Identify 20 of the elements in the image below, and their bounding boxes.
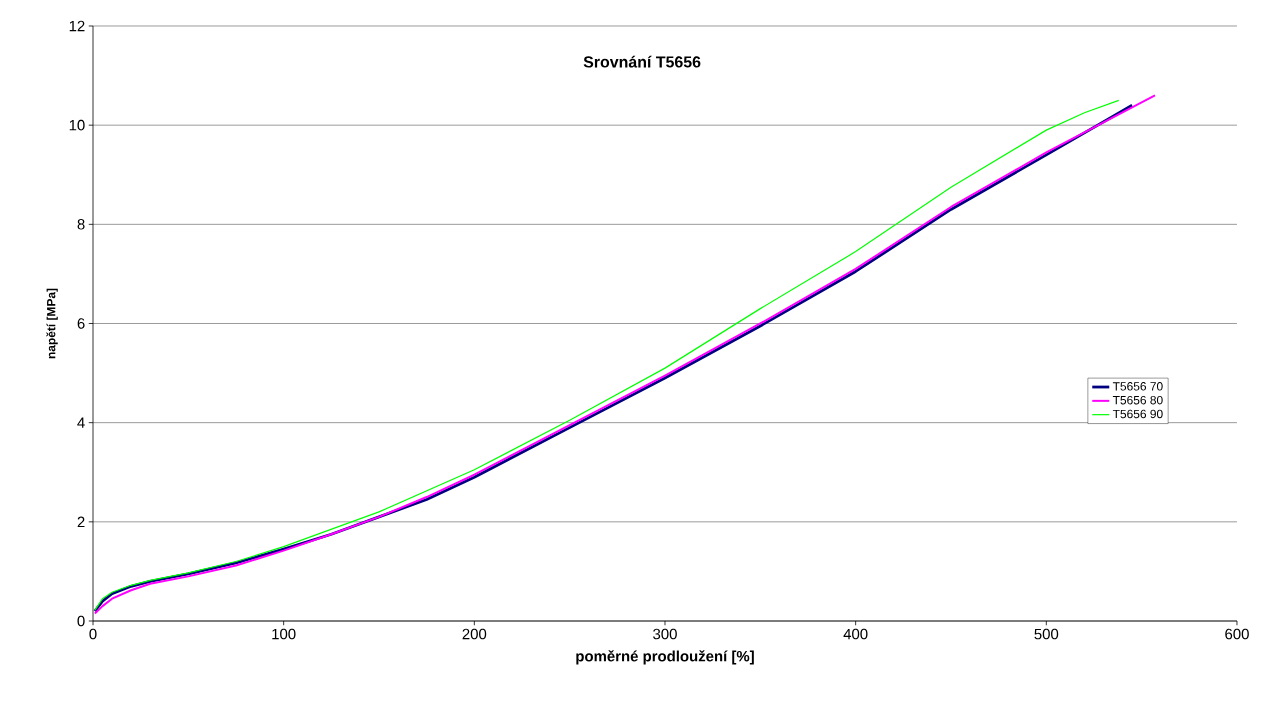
legend-label: T5656 80 bbox=[1112, 395, 1163, 405]
x-tick-label: 100 bbox=[272, 628, 296, 640]
text: Srovnání T5656 bbox=[583, 55, 701, 68]
y-tick-label: 6 bbox=[77, 318, 85, 329]
x-tick-label: 600 bbox=[1225, 628, 1249, 640]
x-tick-label: 400 bbox=[843, 628, 868, 640]
y-axis-title: napětí [MPa] bbox=[46, 288, 58, 359]
x-axis-title: poměrné prodloužení [%] bbox=[576, 650, 754, 665]
legend-label: T5656 70 bbox=[1112, 382, 1163, 391]
y-tick-label: 4 bbox=[77, 417, 85, 428]
x-tick-label: 300 bbox=[653, 628, 677, 640]
y-tick-label: 8 bbox=[77, 219, 85, 230]
x-tick-label: 500 bbox=[1034, 628, 1059, 640]
y-tick-label: 12 bbox=[69, 20, 85, 32]
x-tick-label: 200 bbox=[462, 628, 487, 640]
x-tick-label: 0 bbox=[89, 628, 97, 640]
y-tick-label: 2 bbox=[77, 516, 85, 528]
y-tick-label: 0 bbox=[77, 615, 85, 627]
legend-label: T5656 90 bbox=[1112, 409, 1163, 419]
y-tick-label: 10 bbox=[69, 119, 85, 131]
